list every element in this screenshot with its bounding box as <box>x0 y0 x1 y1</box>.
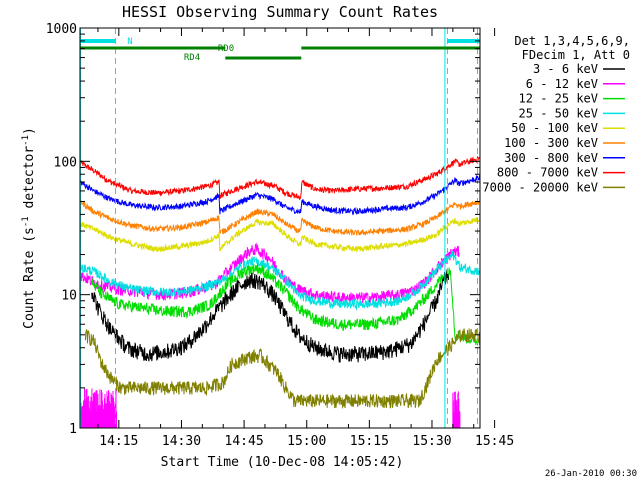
legend-entry-label: 50 - 100 keV <box>511 121 598 135</box>
series-orange <box>79 199 480 236</box>
series-yellow <box>79 217 481 254</box>
series-cyan <box>79 250 481 311</box>
legend: Det 1,3,4,5,6,9, FDecim 1, Att 0 3 - 6 k… <box>482 34 630 194</box>
legend-header-line-1: Det 1,3,4,5,6,9, <box>514 34 630 48</box>
annotation-rd0: RD0 <box>218 44 234 54</box>
x-axis: 14:15 14:30 14:45 15:00 15:15 15:30 15:45 <box>97 28 514 449</box>
x-tick-label: 15:15 <box>350 434 389 449</box>
annotation-n: N <box>127 37 132 47</box>
y-tick-label: 1 <box>69 422 77 437</box>
y-axis: 1 10 100 1000 <box>46 22 480 437</box>
x-axis-label: Start Time (10-Dec-08 14:05:42) <box>161 455 404 470</box>
series-olive <box>84 328 481 410</box>
series-black <box>91 269 450 363</box>
series-red <box>79 156 480 200</box>
legend-entry-label: 25 - 50 keV <box>519 106 598 120</box>
x-tick-label: 15:00 <box>287 434 326 449</box>
footer-date: 26-Jan-2010 00:30 <box>545 469 637 479</box>
annotation-rd4: RD4 <box>184 53 200 63</box>
series-blue <box>79 174 481 216</box>
chart-title: HESSI Observing Summary Count Rates <box>122 3 438 21</box>
legend-entry-label: 3 - 6 keV <box>533 62 598 76</box>
legend-entry-label: 6 - 12 keV <box>526 77 598 91</box>
x-tick-label: 14:30 <box>162 434 201 449</box>
x-tick-label: 14:45 <box>225 434 264 449</box>
legend-entry-label: 800 - 7000 keV <box>497 166 598 180</box>
y-tick-label: 100 <box>54 155 77 170</box>
y-tick-label: 10 <box>61 289 77 304</box>
x-tick-label: 15:30 <box>412 434 451 449</box>
y-axis-label: Count Rate (s-1 detector-1) <box>21 127 37 329</box>
decimation-gap <box>225 46 302 51</box>
legend-header-line-2: FDecim 1, Att 0 <box>522 48 630 62</box>
y-tick-label: 1000 <box>46 22 77 37</box>
legend-entry-label: 12 - 25 keV <box>519 92 598 106</box>
series-magenta <box>79 242 460 305</box>
legend-entry-label: 100 - 300 keV <box>504 136 598 150</box>
x-tick-label: 15:45 <box>475 434 514 449</box>
x-tick-label: 14:15 <box>99 434 138 449</box>
series-green <box>91 263 481 346</box>
legend-entry-label: 300 - 800 keV <box>504 151 598 165</box>
legend-entry-label: 7000 - 20000 keV <box>482 180 598 194</box>
plot-frame <box>79 27 481 429</box>
series-layer <box>79 156 481 428</box>
